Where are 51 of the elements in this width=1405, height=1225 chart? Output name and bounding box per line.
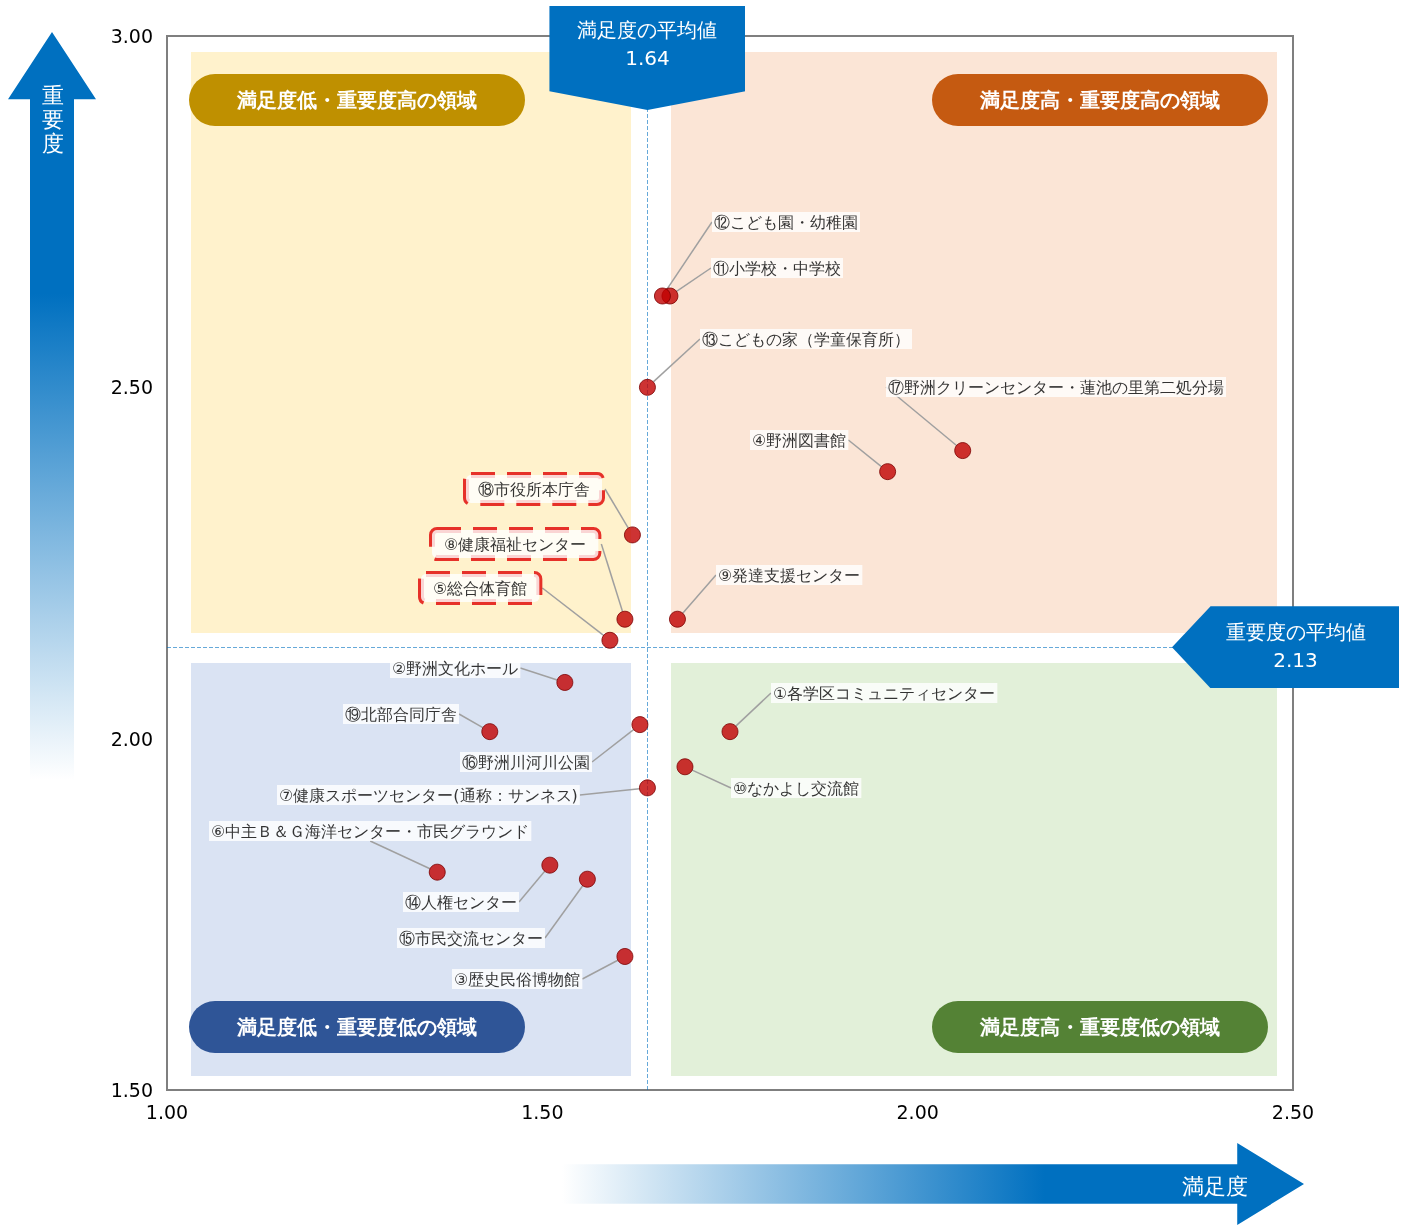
annotation: 満足度低・重要度高の領域 [237,86,477,114]
x-tick-label: 1.00 [145,1100,189,1123]
y-tick-label: 2.50 [110,376,153,399]
text: ⑨発達支援センター [718,565,861,585]
point [556,673,574,691]
text: ⑰野洲クリーンセンター・蓮池の里第二処分場 [888,377,1224,397]
x-axis-title: 満足度 [1181,1173,1249,1201]
series-label: ⑲北部合同庁舎 [345,704,457,724]
point [638,378,656,396]
y-tick-label: 1.50 [110,1079,153,1101]
point [668,610,686,628]
point [428,863,446,881]
y-tick-label: 3.00 [110,25,153,47]
text: ②野洲文化ホール [392,658,519,678]
text: ⑱市役所本庁舎 [478,479,590,499]
text: ⑯野洲川河川公園 [462,752,590,772]
point [879,463,897,481]
y-tick-label: 2.00 [110,727,153,750]
point [481,723,499,741]
text: ⑫こども園・幼稚園 [714,212,858,232]
point [653,287,671,305]
text: ⑬こどもの家（学童保育所） [702,329,910,349]
x-tick-label: 2.00 [896,1100,939,1123]
point [578,870,596,888]
point [541,856,559,874]
text: ⑭人権センター [405,892,517,912]
annotation: 満足度高・重要度低の領域 [980,1013,1220,1041]
point [623,526,641,544]
point [638,779,656,797]
point [954,442,972,460]
point [616,948,634,965]
text: ⑩なかよし交流館 [733,778,860,798]
point [721,723,739,741]
text: ⑤総合体育館 [433,578,528,598]
text: ⑪小学校・中学校 [713,258,841,278]
x-tick-label: 1.50 [521,1100,564,1123]
text: ③歴史民俗博物館 [454,969,581,989]
annotation: 満足度低・重要度低の領域 [237,1013,477,1041]
x-tick-label: 2.50 [1271,1100,1315,1123]
y-axis-title: 重要度 [41,83,65,156]
text: ⑮市民交流センター [399,928,543,948]
annotation: 満足度高・重要度高の領域 [980,86,1220,114]
point [631,716,649,734]
text: ⑥中主Ｂ＆Ｇ海洋センター・市民グラウンド [211,821,530,841]
text: ⑧健康福祉センター [444,534,587,554]
point [601,631,619,649]
point [616,610,634,628]
text: ⑦健康スポーツセンター(通称：サンネス) [279,785,578,805]
text: ④野洲図書館 [752,430,847,450]
point [676,758,694,776]
text: ①各学区コミュニティセンター [773,683,996,703]
